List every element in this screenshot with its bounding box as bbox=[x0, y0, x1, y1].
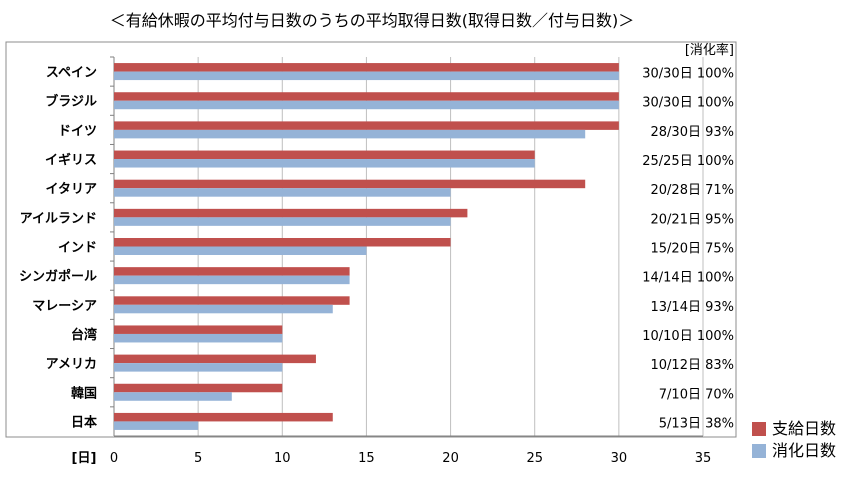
x-tick-label: 15 bbox=[358, 451, 375, 466]
x-tick-label: 20 bbox=[442, 451, 459, 466]
category-label: イタリア bbox=[46, 182, 97, 197]
legend-swatch bbox=[752, 444, 766, 458]
x-tick-label: 30 bbox=[611, 451, 628, 466]
category-label: アメリカ bbox=[46, 357, 97, 372]
bar-granted-days bbox=[114, 267, 350, 276]
bar-granted-days bbox=[114, 179, 586, 189]
bar-taken-days bbox=[114, 333, 283, 343]
bar-taken-days bbox=[114, 71, 619, 81]
category-label: アイルランド bbox=[20, 211, 97, 226]
usage-rate-annotation: 28/30日 93% bbox=[651, 125, 735, 140]
usage-rate-annotation: 7/10日 70% bbox=[659, 387, 734, 402]
legend-swatch bbox=[752, 422, 766, 436]
bar-taken-days bbox=[114, 129, 586, 139]
category-label: 日本 bbox=[71, 414, 97, 430]
bar-granted-days bbox=[114, 354, 316, 364]
bar-taken-days bbox=[114, 275, 350, 285]
bar-granted-days bbox=[114, 412, 333, 422]
usage-rate-annotation: 20/21日 95% bbox=[651, 212, 735, 227]
usage-rate-annotation: 10/10日 100% bbox=[642, 329, 734, 344]
bar-granted-days bbox=[114, 296, 350, 305]
bar-granted-days bbox=[114, 63, 619, 72]
bar-taken-days bbox=[114, 217, 451, 226]
usage-rate-annotation: 13/14日 93% bbox=[651, 300, 735, 315]
category-label: ドイツ bbox=[58, 124, 97, 139]
bar-granted-days bbox=[114, 238, 451, 247]
bar-granted-days bbox=[114, 325, 283, 334]
bar-granted-days bbox=[114, 150, 535, 160]
usage-rate-annotation: 25/25日 100% bbox=[642, 154, 734, 169]
legend-label: 消化日数 bbox=[772, 441, 836, 460]
usage-rate-annotation: 14/14日 100% bbox=[642, 271, 734, 286]
usage-rate-annotation: 5/13日 38% bbox=[659, 416, 734, 431]
x-tick-label: 0 bbox=[110, 451, 118, 466]
category-label: シンガポール bbox=[19, 269, 97, 285]
usage-rate-annotation: 15/20日 75% bbox=[651, 242, 735, 257]
annotation-header: [消化率] bbox=[685, 42, 734, 58]
chart-title: ＜有給休暇の平均付与日数のうちの平均取得日数(取得日数／付与日数)＞ bbox=[110, 11, 635, 30]
bar-granted-days bbox=[114, 208, 468, 218]
category-label: マレーシア bbox=[32, 299, 97, 314]
bar-granted-days bbox=[114, 121, 619, 130]
bar-granted-days bbox=[114, 383, 283, 393]
bar-taken-days bbox=[114, 159, 535, 168]
legend-label: 支給日数 bbox=[772, 419, 836, 438]
usage-rate-annotation: 20/28日 71% bbox=[651, 183, 735, 198]
bar-taken-days bbox=[114, 246, 367, 255]
bar-granted-days bbox=[114, 92, 619, 101]
x-axis-label: [日] bbox=[72, 451, 97, 466]
category-label: 韓国 bbox=[71, 385, 97, 401]
category-label: 台湾 bbox=[71, 327, 97, 343]
bar-taken-days bbox=[114, 188, 451, 197]
category-label: スペイン bbox=[46, 66, 97, 81]
category-label: インド bbox=[58, 241, 97, 256]
bar-taken-days bbox=[114, 304, 333, 314]
x-tick-label: 10 bbox=[274, 451, 291, 466]
bar-taken-days bbox=[114, 363, 283, 372]
x-tick-label: 35 bbox=[695, 451, 712, 466]
usage-rate-annotation: 10/12日 83% bbox=[651, 358, 735, 373]
usage-rate-annotation: 30/30日 100% bbox=[642, 67, 734, 82]
bar-taken-days bbox=[114, 392, 232, 401]
bar-taken-days bbox=[114, 421, 199, 430]
x-tick-label: 5 bbox=[194, 451, 202, 466]
bar-taken-days bbox=[114, 100, 619, 110]
usage-rate-annotation: 30/30日 100% bbox=[642, 96, 734, 111]
category-label: ブラジル bbox=[45, 94, 97, 110]
category-label: イギリス bbox=[45, 152, 97, 168]
x-tick-label: 25 bbox=[526, 451, 543, 466]
